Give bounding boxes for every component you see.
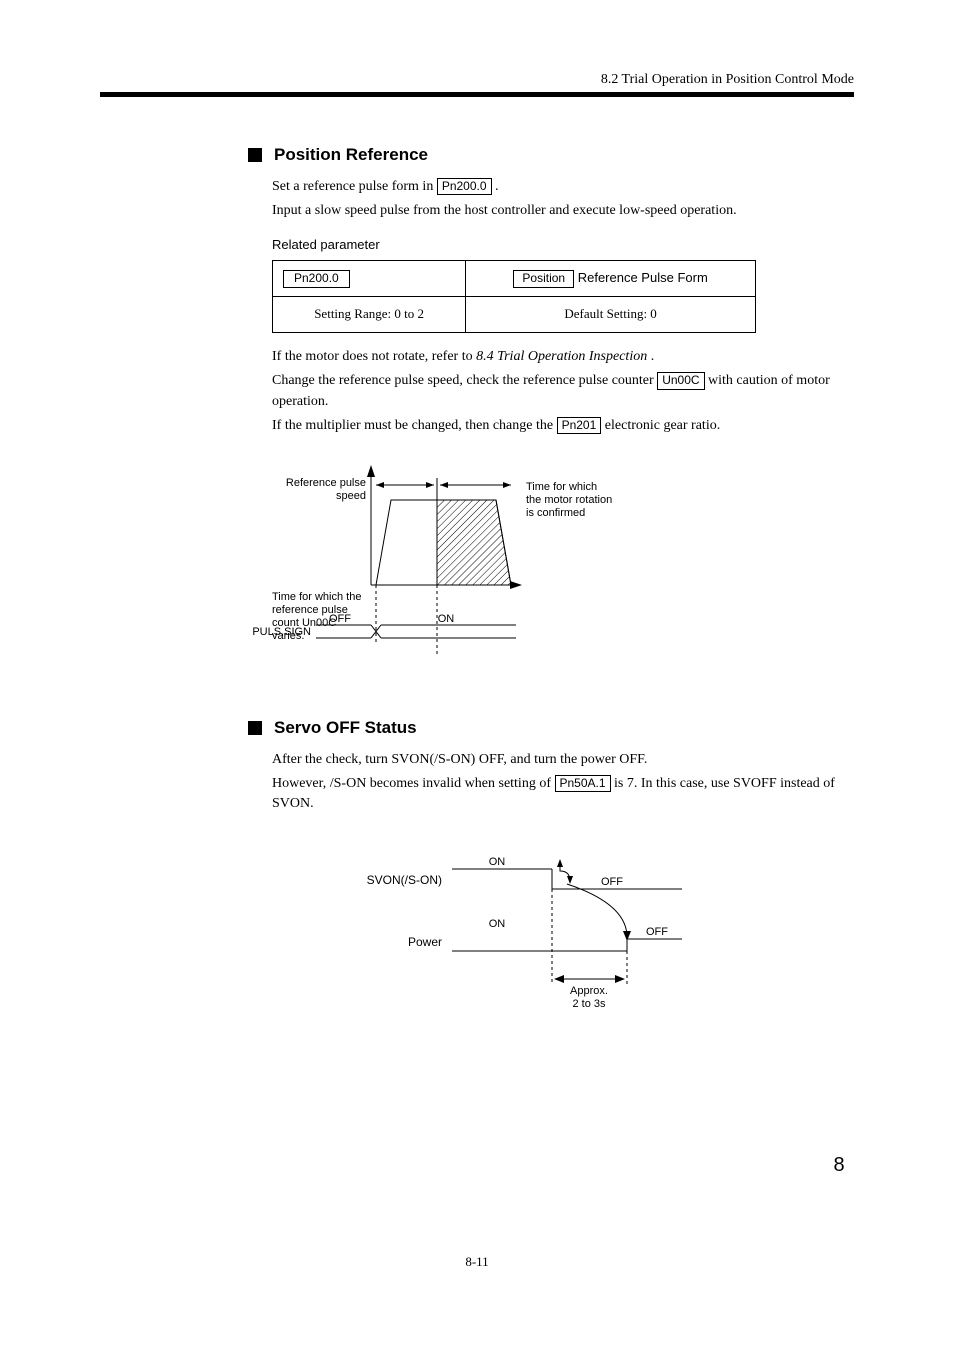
text: However, /S-ON becomes invalid when sett… xyxy=(272,776,555,791)
svg-text:SVON(/S-ON): SVON(/S-ON) xyxy=(367,873,442,887)
section-position-reference: Position Reference Set a reference pulse… xyxy=(248,145,854,698)
section-bullet-icon xyxy=(248,721,262,735)
param-code: Pn200.0 xyxy=(283,270,350,287)
text: If the multiplier must be changed, then … xyxy=(272,418,557,433)
svg-text:ON: ON xyxy=(489,856,506,868)
section-title: Servo OFF Status xyxy=(274,718,417,738)
param-code: Un00C xyxy=(657,372,704,389)
section-servo-off: Servo OFF Status After the check, turn S… xyxy=(248,718,854,1026)
param-code: Pn200.0 xyxy=(437,178,492,195)
svg-text:the motor rotation: the motor rotation xyxy=(526,494,612,506)
text: If the motor does not rotate, refer to xyxy=(272,349,476,364)
param-code: Pn50A.1 xyxy=(555,775,611,792)
svg-text:is confirmed: is confirmed xyxy=(526,507,585,519)
param-table: Pn200.0 Position Reference Pulse Form Se… xyxy=(272,260,756,333)
svg-text:ON: ON xyxy=(489,918,506,930)
text-italic: 8.4 Trial Operation Inspection xyxy=(476,349,647,364)
timing-diagram-1: Reference pulse speed Time for which the… xyxy=(176,450,854,697)
text: Set a reference pulse form in xyxy=(272,179,437,194)
text: . xyxy=(651,349,655,364)
svg-text:OFF: OFF xyxy=(329,613,351,625)
param-code: Pn201 xyxy=(557,417,602,434)
section-bullet-icon xyxy=(248,148,262,162)
page-side-tab: 8 xyxy=(824,1154,854,1177)
svg-text:ON: ON xyxy=(438,613,455,625)
svg-text:2 to 3s: 2 to 3s xyxy=(572,998,606,1010)
text: . xyxy=(495,179,499,194)
text: Setting Range: 0 to 2 xyxy=(273,297,466,333)
svg-text:speed: speed xyxy=(336,490,366,502)
svg-text:Time for which the: Time for which the xyxy=(272,591,361,603)
text: Default Setting: 0 xyxy=(466,297,756,333)
param-position-box: Position xyxy=(513,270,574,287)
running-head: 8.2 Trial Operation in Position Control … xyxy=(100,72,854,88)
svg-text:Reference pulse: Reference pulse xyxy=(286,477,366,489)
text: After the check, turn SVON(/S-ON) OFF, a… xyxy=(272,750,854,770)
text: Input a slow speed pulse from the host c… xyxy=(272,201,854,221)
svg-text:Approx.: Approx. xyxy=(570,985,608,997)
svg-text:Time for which: Time for which xyxy=(526,481,597,493)
header-rule xyxy=(100,92,854,97)
timing-diagram-2: SVON(/S-ON) ON OFF Power xyxy=(232,829,854,1026)
related-param-label: Related parameter xyxy=(272,236,854,255)
text: electronic gear ratio. xyxy=(605,418,720,433)
svg-text:Power: Power xyxy=(408,935,442,949)
tab-number: 8 xyxy=(824,1154,854,1177)
text: Change the reference pulse speed, check … xyxy=(272,373,657,388)
page: 8.2 Trial Operation in Position Control … xyxy=(0,0,954,1086)
svg-text:OFF: OFF xyxy=(601,876,623,888)
section-title: Position Reference xyxy=(274,145,428,165)
page-number: 8-11 xyxy=(0,1254,954,1270)
text: Reference Pulse Form xyxy=(578,270,708,285)
svg-text:OFF: OFF xyxy=(646,926,668,938)
svg-text:PULS,SIGN: PULS,SIGN xyxy=(252,626,311,638)
